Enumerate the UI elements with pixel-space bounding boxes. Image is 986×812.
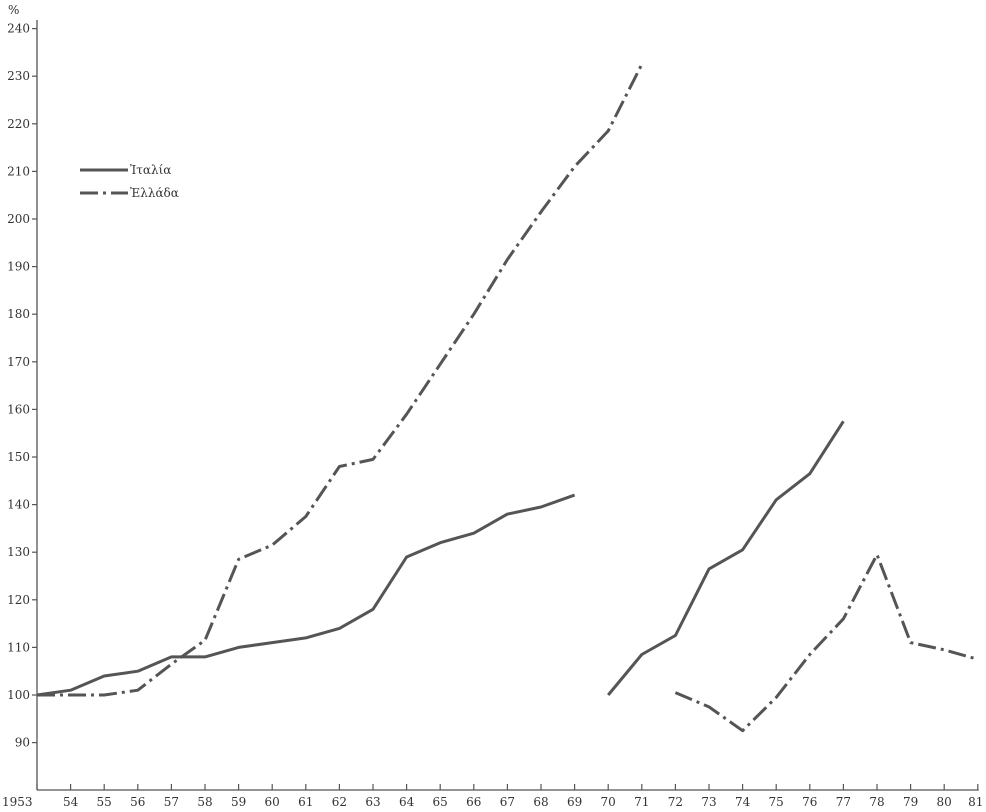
y-tick-group: 90 100 110 120 130 140 150 160 170 180 190 200 210 22… [7,22,37,750]
x-tick-label: 81 [968,795,983,809]
x-tick-label: 66 [466,795,481,809]
italy-series-line-segment-2 [607,420,845,696]
greece-series-line-segment-2 [674,553,979,733]
y-tick-label: 220 [7,117,30,131]
y-tick-label: 150 [7,450,30,464]
x-tick-label: 76 [802,795,817,809]
y-axis: % [8,3,38,790]
x-tick-label: 77 [836,795,851,809]
y-tick-label: 160 [7,402,30,416]
x-tick-label: 58 [197,795,212,809]
x-tick-label: 65 [433,795,448,809]
y-tick-label: 170 [7,355,30,369]
y-tick-label: 120 [7,593,30,607]
y-tick-label: 180 [7,307,30,321]
y-tick-label: 100 [7,688,30,702]
greece-series-line-segment-1 [37,63,644,697]
x-tick-label: 68 [533,795,548,809]
x-tick-label: 71 [634,795,649,809]
x-tick-label: 79 [903,795,918,809]
y-tick-label: 140 [7,498,30,512]
x-tick-label: 55 [97,795,112,809]
x-tick-label: 62 [332,795,347,809]
x-tick-label: 69 [567,795,582,809]
x-tick-label: 67 [500,795,515,809]
y-tick-label: 110 [7,640,30,654]
y-tick-label: 90 [15,736,30,750]
x-tick-label: 56 [130,795,145,809]
y-tick-label: 210 [7,164,30,178]
legend-label-greece: Ἐλλάδα [130,186,179,200]
x-tick-label: 70 [601,795,616,809]
x-tick-label: 73 [701,795,716,809]
x-tick-label: 74 [735,795,751,809]
x-tick-label: 64 [399,795,415,809]
y-tick-label: 130 [7,545,30,559]
y-tick-label: 200 [7,212,30,226]
x-tick-label: 59 [231,795,246,809]
x-tick-group: 1953 54 55 56 57 58 59 60 61 62 63 64 65 66 67 68 69 70 71… [2,784,983,809]
x-tick-label: 61 [298,795,313,809]
x-tick-label: 75 [769,795,784,809]
y-tick-label: 240 [7,22,30,36]
y-tick-label: 230 [7,69,30,83]
x-tick-label: 1953 [2,795,33,809]
x-tick-label: 78 [869,795,884,809]
x-tick-label: 57 [164,795,179,809]
x-tick-label: 80 [937,795,952,809]
x-tick-label: 54 [63,795,79,809]
italy-series-line-segment-1 [36,493,576,697]
x-tick-label: 60 [265,795,280,809]
legend: Ἰταλία Ἐλλάδα [80,163,179,200]
y-unit-label: % [8,3,19,17]
x-tick-label: 63 [365,795,380,809]
series-group [36,63,979,733]
legend-label-italy: Ἰταλία [130,163,171,177]
x-tick-label: 72 [668,795,683,809]
y-tick-label: 190 [7,260,30,274]
